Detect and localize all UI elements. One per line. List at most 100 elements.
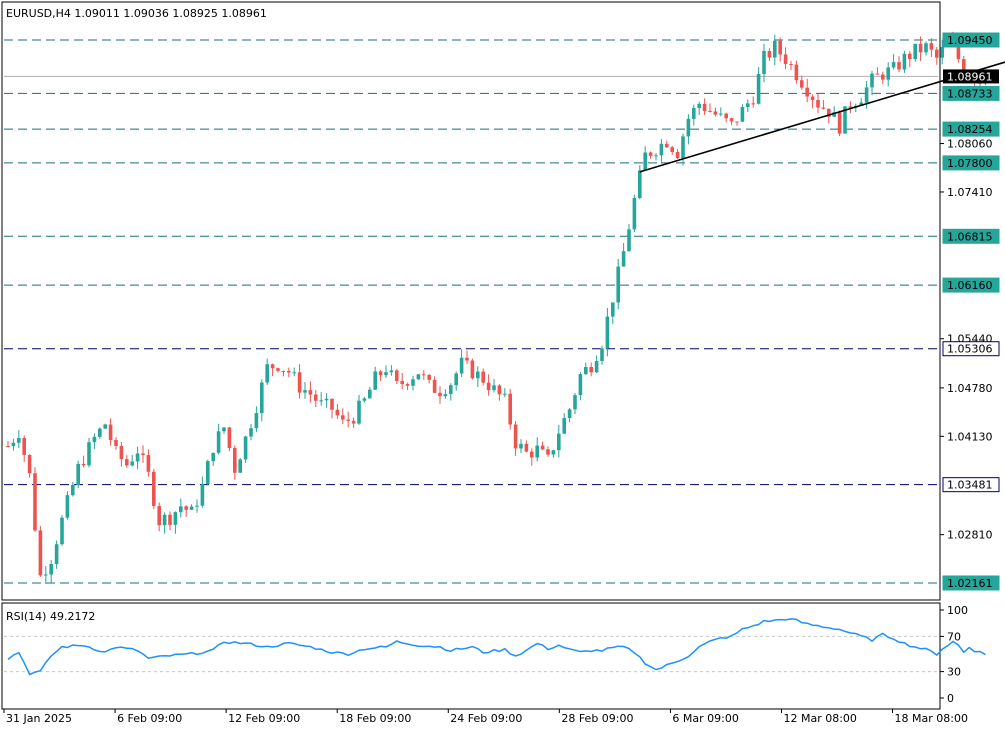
time-axis: 31 Jan 2025 6 Feb 09:00 12 Feb 09:00 18 Feb… — [3, 709, 968, 725]
candle-body — [44, 574, 48, 576]
candle-body — [535, 445, 539, 458]
candle-body — [173, 512, 178, 525]
candle-body — [935, 49, 939, 58]
candle-body — [918, 43, 923, 53]
candle-body — [265, 364, 269, 383]
level-badge-label: 1.02161 — [947, 577, 993, 590]
rsi-title: RSI(14) 49.2172 — [6, 610, 95, 623]
level-badge — [942, 575, 1000, 591]
candle-body — [778, 40, 782, 55]
candle-body — [713, 111, 718, 115]
candle-body — [76, 463, 80, 485]
candle-body — [902, 53, 907, 70]
candle-body — [800, 80, 804, 88]
candle-body — [827, 108, 831, 117]
candle-body — [443, 394, 448, 397]
candle-body — [49, 563, 53, 575]
candle-body — [956, 46, 961, 60]
candle-body — [427, 374, 431, 380]
level-badge-label: 1.09450 — [947, 34, 993, 47]
level-badge-label: 1.08254 — [947, 123, 993, 136]
candle-body — [627, 229, 631, 252]
candle-body — [837, 112, 842, 134]
candle-body — [384, 372, 388, 376]
candle-body — [503, 393, 507, 395]
rsi-tick-label: 30 — [947, 666, 961, 679]
candle-body — [71, 484, 75, 496]
candle-body — [119, 445, 124, 460]
candlesticks — [6, 31, 988, 585]
candle-body — [314, 394, 318, 401]
candle-body — [254, 413, 259, 429]
candle-body — [146, 455, 151, 472]
time-tick-label: 31 Jan 2025 — [6, 712, 72, 725]
candle-body — [184, 506, 188, 510]
candle-body — [373, 371, 377, 390]
candle-body — [492, 385, 496, 391]
candle-body — [168, 514, 172, 525]
time-tick-label: 18 Mar 08:00 — [895, 712, 968, 725]
candle-body — [805, 87, 809, 97]
candle-body — [675, 151, 680, 159]
candle-body — [665, 143, 669, 148]
candle-body — [238, 459, 242, 473]
candle-body — [351, 420, 356, 424]
level-badge-label: 1.06160 — [947, 279, 993, 292]
candle-body — [843, 106, 847, 134]
candle-body — [643, 152, 647, 171]
candle-body — [38, 530, 43, 576]
candle-body — [762, 50, 766, 74]
candle-body — [735, 121, 739, 123]
candle-body — [616, 266, 620, 303]
candle-body — [870, 73, 874, 88]
candle-body — [573, 395, 577, 410]
candle-body — [724, 113, 728, 119]
time-tick-label: 28 Feb 09:00 — [561, 712, 633, 725]
candle-body — [454, 373, 458, 386]
candle-body — [686, 118, 691, 137]
candle-body — [449, 385, 453, 395]
candle-body — [108, 424, 113, 440]
candle-body — [400, 380, 404, 385]
candle-body — [103, 424, 107, 429]
candle-body — [530, 451, 534, 458]
time-tick-label: 18 Feb 09:00 — [339, 712, 411, 725]
candle-body — [924, 43, 928, 53]
price-tick-label: 1.04780 — [947, 382, 993, 395]
candle-body — [600, 348, 604, 362]
rsi-pane — [1, 602, 941, 710]
candle-body — [897, 62, 901, 70]
candle-body — [859, 102, 863, 106]
candle-body — [551, 450, 556, 455]
candle-body — [27, 454, 32, 474]
time-tick-label: 12 Feb 09:00 — [228, 712, 300, 725]
candle-body — [211, 452, 215, 462]
level-badge-label: 1.06815 — [947, 230, 993, 243]
candle-body — [249, 428, 253, 437]
candle-body — [87, 442, 91, 466]
candle-body — [513, 424, 518, 449]
candle-body — [621, 251, 626, 267]
candle-body — [481, 371, 485, 383]
candle-body — [465, 357, 469, 361]
rsi-axis: 100 70 30 0 — [940, 604, 968, 705]
candle-body — [179, 506, 183, 513]
candle-body — [346, 419, 350, 421]
candle-body — [692, 107, 696, 119]
price-tick-label: 1.08060 — [947, 138, 993, 151]
candle-body — [519, 443, 523, 449]
candle-body — [287, 370, 291, 373]
candle-body — [681, 136, 685, 159]
candle-body — [303, 390, 307, 393]
level-badge — [942, 341, 1000, 357]
time-tick-label: 24 Feb 09:00 — [450, 712, 522, 725]
candle-body — [584, 367, 588, 375]
candle-body — [389, 370, 394, 373]
candle-body — [335, 409, 340, 416]
candle-body — [632, 198, 637, 230]
candle-body — [881, 74, 885, 80]
rsi-line — [7, 618, 986, 676]
candle-body — [875, 73, 880, 75]
candle-body — [438, 392, 442, 397]
current-price-badge — [943, 69, 999, 84]
